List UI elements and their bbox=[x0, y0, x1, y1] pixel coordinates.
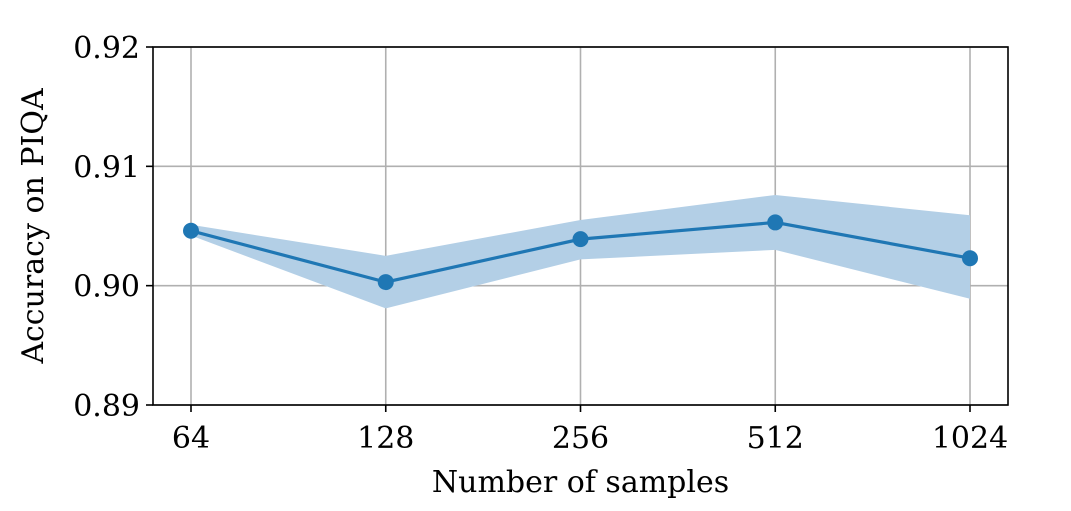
y-tick-label: 0.92 bbox=[73, 31, 140, 66]
data-point bbox=[377, 274, 394, 291]
y-axis-ticks: 0.89 0.90 0.91 0.92 bbox=[73, 31, 153, 424]
y-tick-label: 0.90 bbox=[73, 270, 140, 305]
data-point bbox=[183, 222, 199, 239]
x-tick-label: 64 bbox=[172, 421, 210, 456]
x-axis-ticks: 64 128 256 512 1024 bbox=[172, 405, 1008, 456]
x-tick-label: 128 bbox=[357, 421, 414, 456]
y-tick-label: 0.89 bbox=[73, 389, 140, 424]
data-point bbox=[767, 214, 784, 231]
y-axis-label: Accuracy on PIQA bbox=[16, 88, 51, 365]
y-tick-label: 0.91 bbox=[73, 150, 140, 185]
x-tick-label: 256 bbox=[552, 421, 609, 456]
x-tick-label: 512 bbox=[747, 421, 804, 456]
x-tick-label: 1024 bbox=[932, 421, 1008, 456]
data-points bbox=[183, 214, 978, 291]
data-point bbox=[962, 250, 978, 267]
data-point bbox=[572, 231, 589, 248]
x-axis-label: Number of samples bbox=[432, 465, 729, 500]
